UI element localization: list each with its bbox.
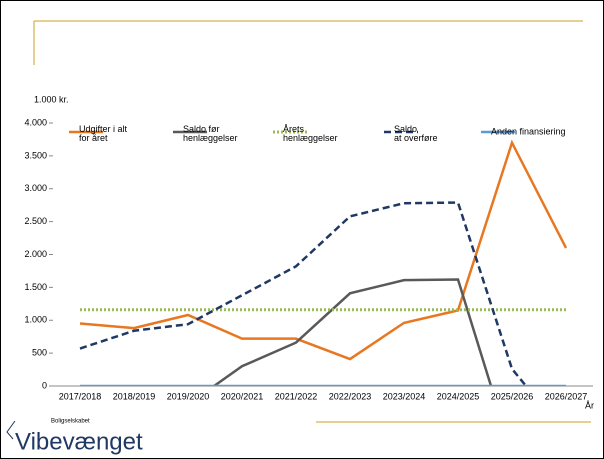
series-line bbox=[79, 139, 568, 361]
series-line bbox=[79, 201, 528, 386]
logo-name: Vibevænget bbox=[15, 428, 143, 455]
x-tick-label: 2020/2021 bbox=[221, 391, 264, 401]
legend-label: Saldo før henlæggelser bbox=[183, 124, 238, 143]
x-tick-label: 2025/2026 bbox=[491, 391, 534, 401]
y-tick-label: 1.000 bbox=[24, 315, 47, 325]
x-tick-label: 2018/2019 bbox=[113, 391, 156, 401]
plot-area bbox=[79, 139, 568, 386]
y-tick-label: 1.500 bbox=[24, 282, 47, 292]
y-tick-label: 2.500 bbox=[24, 216, 47, 226]
logo-mark bbox=[6, 420, 16, 440]
y-tick-label: 4.000 bbox=[24, 117, 47, 127]
legend-label: Udgifter i alt for året bbox=[79, 124, 128, 143]
x-tick-label: 2026/2027 bbox=[545, 391, 588, 401]
y-tick-label: 500 bbox=[32, 348, 47, 358]
x-axis-label: År bbox=[585, 400, 594, 410]
y-tick-label: 2.000 bbox=[24, 249, 47, 259]
x-tick-label: 2021/2022 bbox=[275, 391, 318, 401]
x-tick-label: 2017/2018 bbox=[59, 391, 102, 401]
y-tick-label: 3.500 bbox=[24, 150, 47, 160]
legend-label: Anden finansiering bbox=[491, 126, 566, 136]
y-axis-label: 1.000 kr. bbox=[34, 94, 69, 104]
legend-label: Årets henlæggelser bbox=[283, 124, 338, 143]
x-tick-label: 2023/2024 bbox=[383, 391, 426, 401]
y-tick-label: 3.000 bbox=[24, 183, 47, 193]
x-tick-label: 2022/2023 bbox=[329, 391, 372, 401]
legend-label: Saldo at overføre bbox=[394, 124, 438, 143]
series-line bbox=[211, 278, 493, 386]
x-tick-label: 2019/2020 bbox=[167, 391, 210, 401]
logo-small: Boligselskabet bbox=[51, 419, 90, 425]
x-tick-label: 2024/2025 bbox=[437, 391, 480, 401]
y-tick-label: 0 bbox=[42, 380, 47, 390]
